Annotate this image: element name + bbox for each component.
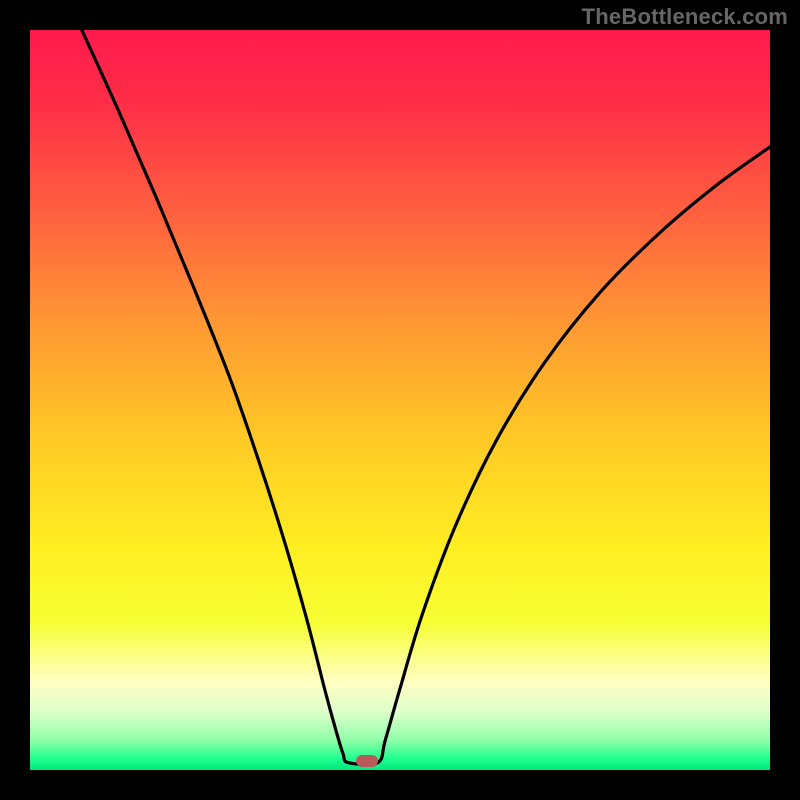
chart-container: TheBottleneck.com bbox=[0, 0, 800, 800]
watermark-text: TheBottleneck.com bbox=[582, 4, 788, 30]
plot-area bbox=[30, 30, 770, 770]
optimal-point-marker bbox=[356, 755, 378, 767]
bottleneck-curve bbox=[30, 30, 770, 770]
